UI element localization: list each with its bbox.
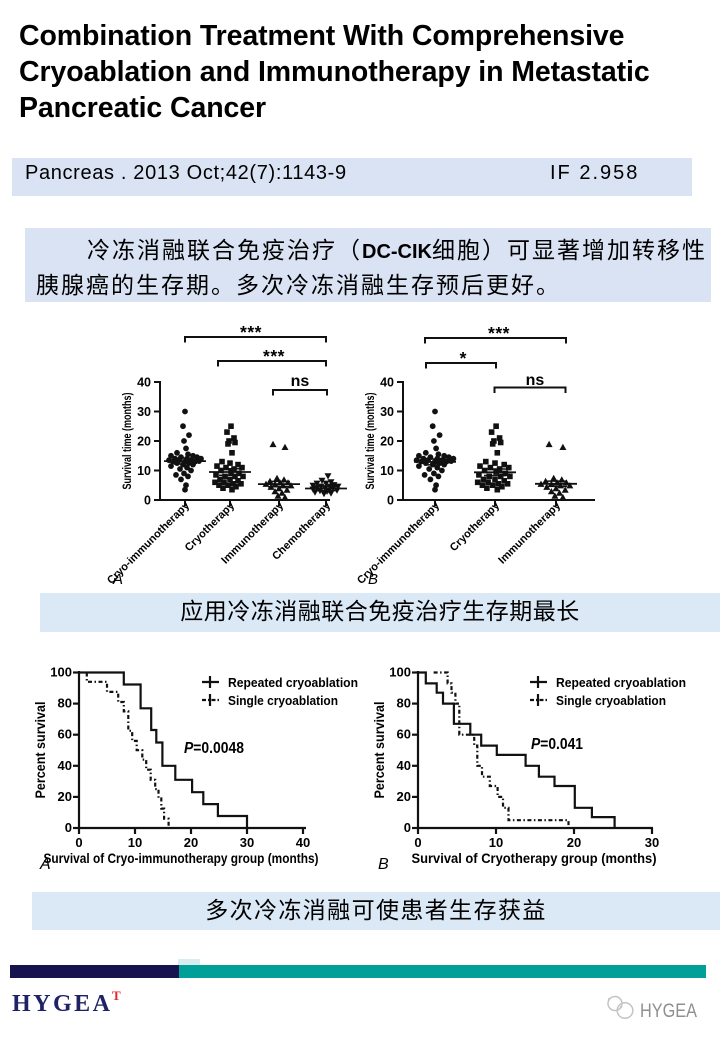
svg-text:Survival time (months): Survival time (months) (120, 392, 134, 489)
svg-text:30: 30 (645, 835, 659, 850)
svg-text:P=0.041: P=0.041 (531, 736, 583, 753)
svg-text:ns: ns (291, 373, 310, 390)
svg-text:Cryotherapy: Cryotherapy (448, 499, 503, 554)
svg-text:10: 10 (137, 464, 151, 478)
svg-text:Survival of Cryo-immunotherapy: Survival of Cryo-immunotherapy group (mo… (44, 850, 319, 866)
svg-text:Survival time (months): Survival time (months) (363, 392, 377, 489)
svg-text:HYGEA: HYGEA (640, 1000, 697, 1022)
svg-text:Percent survival: Percent survival (33, 702, 48, 799)
svg-text:60: 60 (397, 727, 411, 742)
svg-text:Single cryoablation: Single cryoablation (556, 693, 666, 708)
svg-text:40: 40 (58, 758, 72, 773)
svg-text:Repeated cryoablation: Repeated cryoablation (228, 675, 358, 690)
svg-text:Immunotherapy: Immunotherapy (496, 499, 563, 566)
svg-text:0: 0 (414, 835, 421, 850)
svg-text:100: 100 (50, 665, 72, 680)
svg-text:20: 20 (567, 835, 581, 850)
svg-text:20: 20 (137, 435, 151, 449)
svg-text:0: 0 (144, 494, 151, 508)
svg-text:40: 40 (380, 376, 394, 390)
svg-text:Single cryoablation: Single cryoablation (228, 693, 338, 708)
svg-text:100: 100 (389, 665, 411, 680)
svg-text:10: 10 (489, 835, 503, 850)
svg-text:20: 20 (58, 789, 72, 804)
svg-text:B: B (378, 856, 389, 873)
svg-text:Survival of Cryotherapy group: Survival of Cryotherapy group (months) (412, 850, 657, 866)
svg-text:30: 30 (137, 405, 151, 419)
svg-text:0: 0 (387, 494, 394, 508)
svg-text:10: 10 (380, 464, 394, 478)
svg-text:***: *** (263, 346, 285, 366)
svg-text:30: 30 (240, 835, 254, 850)
svg-text:A: A (39, 856, 51, 873)
svg-text:Repeated cryoablation: Repeated cryoablation (556, 675, 686, 690)
svg-text:30: 30 (380, 405, 394, 419)
svg-text:0: 0 (75, 835, 82, 850)
svg-text:0: 0 (404, 820, 411, 835)
svg-text:***: *** (488, 323, 510, 343)
svg-text:***: *** (240, 322, 262, 342)
svg-text:ns: ns (526, 372, 545, 389)
svg-text:*: * (460, 348, 467, 368)
svg-text:40: 40 (397, 758, 411, 773)
svg-text:20: 20 (380, 435, 394, 449)
svg-text:20: 20 (397, 789, 411, 804)
svg-text:A: A (112, 571, 123, 588)
svg-text:80: 80 (58, 696, 72, 711)
svg-text:40: 40 (137, 376, 151, 390)
svg-text:60: 60 (58, 727, 72, 742)
svg-text:20: 20 (184, 835, 198, 850)
svg-text:Percent survival: Percent survival (372, 702, 387, 799)
svg-text:80: 80 (397, 696, 411, 711)
svg-text:0: 0 (65, 820, 72, 835)
svg-text:40: 40 (296, 835, 310, 850)
svg-text:P=0.0048: P=0.0048 (184, 740, 244, 757)
svg-text:B: B (368, 571, 378, 588)
svg-text:10: 10 (128, 835, 142, 850)
